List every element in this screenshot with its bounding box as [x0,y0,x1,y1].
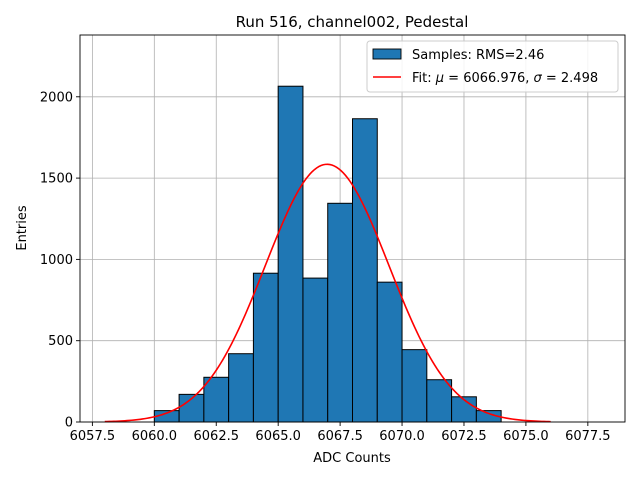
histogram-bar [252,272,279,423]
x-axis-label: ADC Counts [313,451,391,466]
legend-fit-mu-symbol: μ [435,71,444,86]
legend-box [366,40,619,93]
x-tick-label: 6062.5 [194,429,240,444]
y-axis-label: Entries [15,205,30,251]
legend-fit-prefix: Fit: [412,71,436,86]
legend-fit-label: Fit: μ = 6066.976, σ = 2.498 [412,71,598,86]
histogram-bar [277,85,304,423]
plot-frame [79,34,626,423]
x-tick-label: 6065.0 [255,429,301,444]
y-tick-label: 500 [48,334,73,349]
histogram-bar [451,396,477,423]
chart-title: Run 516, channel002, Pedestal [236,13,469,31]
histogram-bar [352,118,378,423]
histogram-bar [376,281,403,423]
y-tick-label: 2000 [40,90,73,105]
histogram-bar [327,202,353,423]
legend: Samples: RMS=2.46 Fit: μ = 6066.976, σ =… [366,40,619,93]
histogram-bar [401,349,428,423]
legend-histogram-patch [372,48,402,60]
x-axis-ticks: 6057.5 6060.0 6062.5 6065.0 6067.5 6070.0 6072… [70,422,611,444]
x-tick-label: 6057.5 [70,429,116,444]
x-tick-label: 6072.5 [441,429,487,444]
x-tick-label: 6060.0 [132,429,178,444]
y-tick-label: 0 [65,416,73,431]
y-tick-label: 1000 [40,253,73,268]
histogram-bar [302,277,329,423]
x-tick-label: 6077.5 [565,429,611,444]
legend-fit-sigma-value: = 2.498 [542,71,598,86]
x-tick-label: 6075.0 [503,429,549,444]
y-axis-ticks: 0 500 1000 1500 2000 [40,90,80,431]
histogram-bar [228,353,254,423]
x-tick-label: 6067.5 [317,429,363,444]
x-tick-label: 6070.0 [379,429,425,444]
fit-curve [104,163,551,423]
y-tick-label: 1500 [40,172,73,187]
legend-histogram-label: Samples: RMS=2.46 [412,48,544,63]
histogram-bar [426,379,453,423]
legend-fit-mu-value: = 6066.976, [444,71,533,86]
legend-fit-sigma-symbol: σ [534,71,543,86]
histogram-bar [203,376,230,423]
